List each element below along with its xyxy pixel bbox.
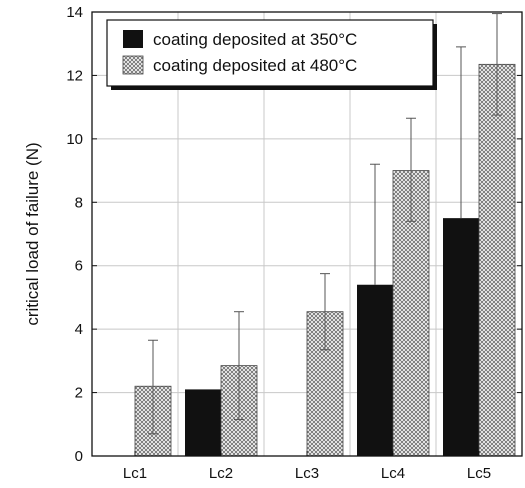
y-tick-label: 2 xyxy=(75,385,83,402)
error-bars xyxy=(148,13,502,435)
y-tick-label: 8 xyxy=(75,194,83,211)
x-tick-label: Lc2 xyxy=(209,465,233,482)
legend: coating deposited at 350°C coating depos… xyxy=(106,19,437,90)
y-tick-label: 0 xyxy=(75,448,83,465)
y-tick-label: 12 xyxy=(66,67,83,84)
y-tick-labels: 0 2 4 6 8 10 12 14 xyxy=(66,4,83,465)
y-tick-label: 6 xyxy=(75,258,83,275)
bar-lc5-series-1 xyxy=(478,63,516,457)
y-tick-label: 4 xyxy=(75,321,83,338)
bars xyxy=(134,63,516,457)
bar-lc5-series-0 xyxy=(443,218,479,456)
y-tick-label: 10 xyxy=(66,131,83,148)
x-tick-label: Lc3 xyxy=(295,465,319,482)
legend-swatch-480c xyxy=(122,55,144,75)
legend-label-350c: coating deposited at 350°C xyxy=(153,30,357,49)
legend-swatch-350c xyxy=(123,30,143,48)
y-axis-label: critical load of failure (N) xyxy=(23,142,42,325)
x-tick-label: Lc1 xyxy=(123,465,147,482)
legend-box xyxy=(106,19,434,87)
legend-label-480c: coating deposited at 480°C xyxy=(153,56,357,75)
x-tick-labels: Lc1 Lc2 Lc3 Lc4 Lc5 xyxy=(123,465,491,482)
x-tick-label: Lc4 xyxy=(381,465,405,482)
bar-lc2-series-0 xyxy=(185,389,221,456)
y-tick-label: 14 xyxy=(66,4,83,21)
ticks xyxy=(92,11,522,457)
x-tick-label: Lc5 xyxy=(467,465,491,482)
bar-lc4-series-0 xyxy=(357,284,393,456)
